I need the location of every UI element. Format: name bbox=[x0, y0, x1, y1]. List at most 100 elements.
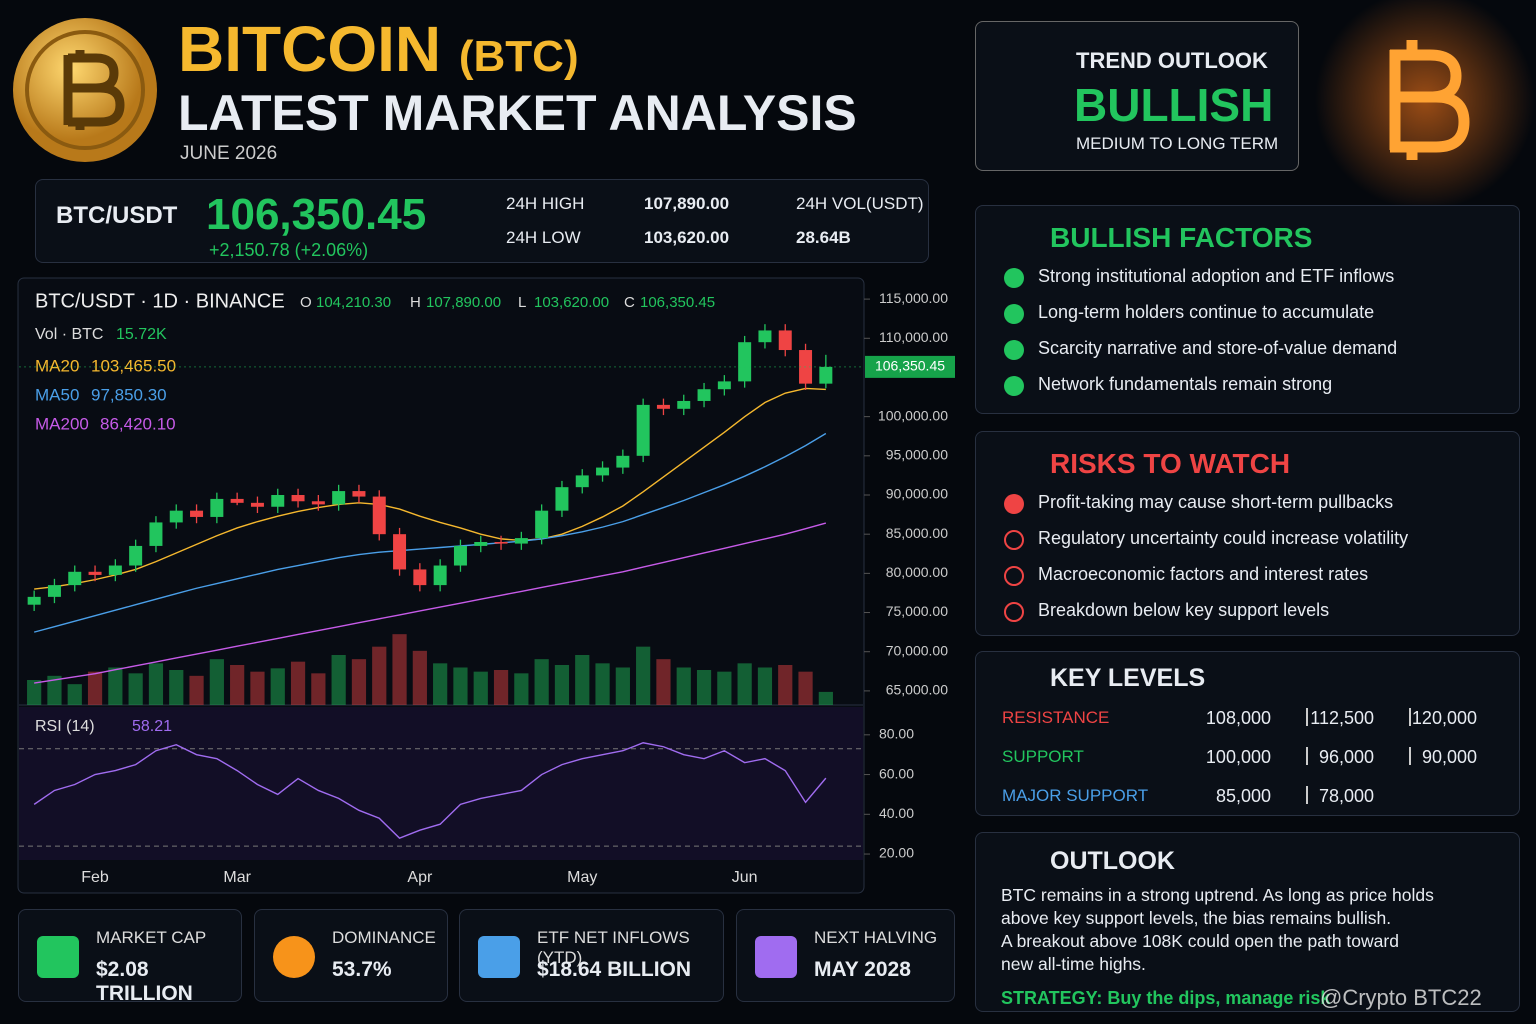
candle-body bbox=[291, 495, 305, 502]
stat-icon bbox=[37, 936, 79, 978]
ohlc-label: H bbox=[410, 294, 421, 311]
y-tick-label: 70,000.00 bbox=[886, 642, 948, 658]
stat-box: MARKET CAP $2.08 TRILLION bbox=[18, 909, 242, 1005]
bullet bbox=[1004, 268, 1024, 288]
volume-bar bbox=[575, 655, 590, 705]
y-tick-label: 20.00 bbox=[879, 845, 914, 861]
subtitle: LATEST MARKET ANALYSIS bbox=[178, 85, 857, 141]
change: +2,150.78 (+2.06%) bbox=[209, 240, 369, 260]
separator bbox=[1306, 708, 1308, 726]
list-item: Strong institutional adoption and ETF in… bbox=[1038, 266, 1395, 286]
date: JUNE 2026 bbox=[180, 143, 278, 164]
trend-value: BULLISH bbox=[1074, 79, 1274, 131]
value: 103,620.00 bbox=[644, 228, 730, 247]
ma-line bbox=[34, 387, 826, 590]
stat-icon bbox=[273, 936, 315, 978]
legend-name: MA20 bbox=[35, 356, 79, 375]
candle-body bbox=[108, 565, 122, 575]
bullet bbox=[1004, 530, 1024, 550]
volume-bar bbox=[757, 667, 773, 705]
list-item: Network fundamentals remain strong bbox=[1038, 374, 1333, 394]
volume-bar bbox=[290, 661, 306, 705]
list-item: Regulatory uncertainty could increase vo… bbox=[1038, 528, 1409, 548]
list-item: Profit-taking may cause short-term pullb… bbox=[1038, 492, 1394, 512]
level-value: 108,000 bbox=[1205, 708, 1271, 728]
bullet bbox=[1004, 376, 1024, 396]
candle-body bbox=[393, 534, 407, 570]
candle-body bbox=[697, 389, 711, 401]
legend-value: 86,420.10 bbox=[100, 414, 176, 433]
volume-bar bbox=[696, 670, 712, 705]
ohlc-label: O bbox=[300, 294, 312, 311]
y-tick-label: 65,000.00 bbox=[886, 682, 948, 698]
stat-icon bbox=[755, 936, 797, 978]
ma-line bbox=[34, 522, 827, 684]
volume-bar bbox=[453, 667, 468, 705]
outlook-line: BTC remains in a strong uptrend. As long… bbox=[1001, 885, 1434, 905]
candle-body bbox=[717, 381, 731, 390]
volume-bar bbox=[47, 675, 62, 705]
candle-body bbox=[819, 366, 833, 384]
btc-glow bbox=[1315, 0, 1535, 210]
candle-body bbox=[149, 522, 163, 546]
price-tag bbox=[865, 355, 955, 378]
y-tick-label: 95,000.00 bbox=[886, 447, 948, 463]
volume-bar bbox=[554, 665, 570, 705]
label: 24H LOW bbox=[506, 228, 581, 247]
bullet bbox=[1004, 566, 1024, 586]
y-tick-label: 60.00 bbox=[879, 765, 914, 781]
stat-value: 53.7% bbox=[332, 958, 392, 981]
volume-bar bbox=[493, 670, 509, 705]
separator bbox=[1306, 786, 1308, 804]
candle-body bbox=[616, 455, 630, 468]
level-value: 112,500 bbox=[1310, 708, 1374, 728]
stat-label: MARKET CAP bbox=[96, 928, 207, 947]
outlook-line: above key support levels, the bias remai… bbox=[1001, 908, 1392, 928]
rsi-name: RSI (14) bbox=[35, 718, 95, 735]
candle-body bbox=[169, 510, 183, 523]
label: 24H VOL(USDT) bbox=[796, 194, 924, 213]
separator bbox=[1409, 708, 1411, 726]
volume-bar bbox=[108, 667, 123, 705]
candle-body bbox=[413, 569, 427, 586]
volume-value: 15.72K bbox=[116, 326, 167, 343]
volume-bar bbox=[311, 673, 326, 705]
value: 107,890.00 bbox=[644, 194, 730, 213]
coin-symbol bbox=[63, 50, 125, 130]
risks-panel: RISKS TO WATCH Profit-taking may cause s… bbox=[975, 431, 1520, 636]
stat-label: DOMINANCE bbox=[332, 928, 436, 947]
panel-title: BULLISH FACTORS bbox=[1050, 222, 1313, 253]
ticker: (BTC) bbox=[458, 32, 579, 81]
candle-body bbox=[190, 510, 204, 517]
candle-body bbox=[514, 538, 528, 544]
candle-body bbox=[352, 491, 366, 497]
candle-body bbox=[555, 487, 569, 511]
trend-label: TREND OUTLOOK bbox=[1076, 48, 1268, 73]
bullish-panel: BULLISH FACTORS Strong institutional ado… bbox=[975, 205, 1520, 414]
candle-body bbox=[230, 498, 244, 503]
volume-bar bbox=[615, 667, 630, 705]
rsi-value: 58.21 bbox=[132, 718, 172, 735]
bullet bbox=[1004, 602, 1024, 622]
candle-body bbox=[47, 585, 61, 597]
level-label: MAJOR SUPPORT bbox=[1002, 786, 1149, 805]
candle-body bbox=[453, 545, 467, 566]
volume-bar bbox=[230, 665, 245, 705]
bullet bbox=[1004, 494, 1024, 514]
bullet bbox=[1004, 340, 1024, 360]
volume-bar bbox=[392, 634, 407, 705]
y-tick-label: 85,000.00 bbox=[886, 525, 948, 541]
candle-body bbox=[332, 491, 346, 505]
volume-bar bbox=[737, 663, 752, 705]
volume-bar bbox=[169, 670, 184, 705]
volume-bar bbox=[676, 667, 691, 705]
level-value: 120,000 bbox=[1411, 708, 1477, 728]
value: 28.64B bbox=[796, 228, 851, 247]
candle-body bbox=[575, 475, 589, 488]
volume-bar bbox=[27, 680, 42, 705]
candle-body bbox=[656, 404, 670, 409]
volume-bar bbox=[372, 646, 387, 705]
volume-bar bbox=[636, 646, 651, 705]
